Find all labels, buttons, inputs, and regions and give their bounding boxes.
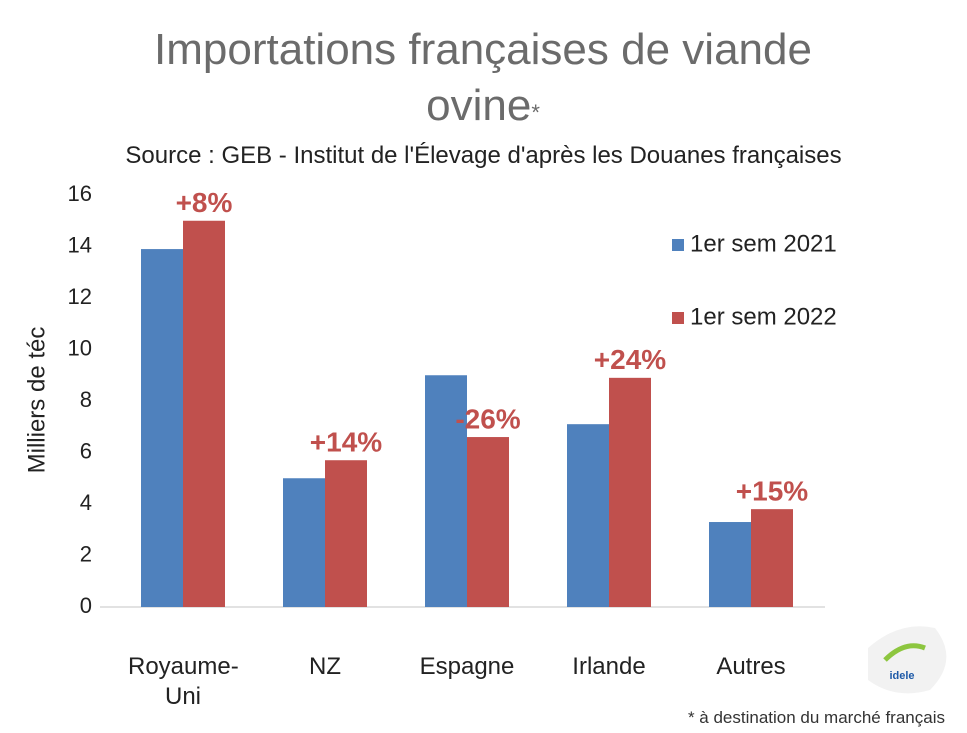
annotation: -26% <box>455 403 520 434</box>
bar <box>709 522 751 607</box>
bar <box>425 375 467 607</box>
x-tick-label: Espagne <box>419 653 515 680</box>
bar <box>183 220 225 607</box>
title-text: Importations françaises de viande ovine <box>154 25 812 130</box>
legend-swatch <box>672 312 684 324</box>
x-tick-label: Autres <box>716 653 786 680</box>
bar <box>609 377 651 607</box>
y-tick-label: 16 <box>68 181 92 206</box>
bar <box>567 424 609 607</box>
y-tick-label: 12 <box>68 284 92 309</box>
bar <box>751 509 793 607</box>
y-tick-label: 2 <box>80 541 92 566</box>
y-tick-label: 10 <box>68 335 92 360</box>
bar <box>141 249 183 607</box>
footnote: * à destination du marché français <box>687 708 945 727</box>
x-tick-label: Irlande <box>572 653 646 680</box>
logo-text: idele <box>889 670 914 682</box>
logo-swoosh <box>883 643 926 662</box>
y-tick-label: 14 <box>68 232 92 257</box>
y-axis-title: Milliers de téc <box>23 327 50 474</box>
annotation: +8% <box>176 187 233 218</box>
bar <box>283 478 325 607</box>
y-tick-label: 4 <box>80 490 92 515</box>
bar <box>325 460 367 607</box>
x-tick-label: NZ <box>309 653 341 680</box>
bar <box>467 437 509 607</box>
legend-label: 1er sem 2021 <box>690 230 837 257</box>
chart-title: Importations françaises de viande ovine* <box>123 22 843 141</box>
y-tick-label: 6 <box>80 438 92 463</box>
annotation: +15% <box>736 476 808 507</box>
annotation: +24% <box>594 344 666 375</box>
annotation: +14% <box>310 427 382 458</box>
subtitle: Source : GEB - Institut de l'Élevage d'a… <box>125 142 842 169</box>
x-tick-label: Royaume-Uni <box>128 653 239 710</box>
y-tick-label: 0 <box>80 593 92 618</box>
y-tick-label: 8 <box>80 387 92 412</box>
legend-label: 1er sem 2022 <box>690 303 837 330</box>
logo-bg <box>868 626 947 694</box>
logo: idele <box>868 626 947 694</box>
title-mark: * <box>531 100 540 125</box>
legend-swatch <box>672 239 684 251</box>
